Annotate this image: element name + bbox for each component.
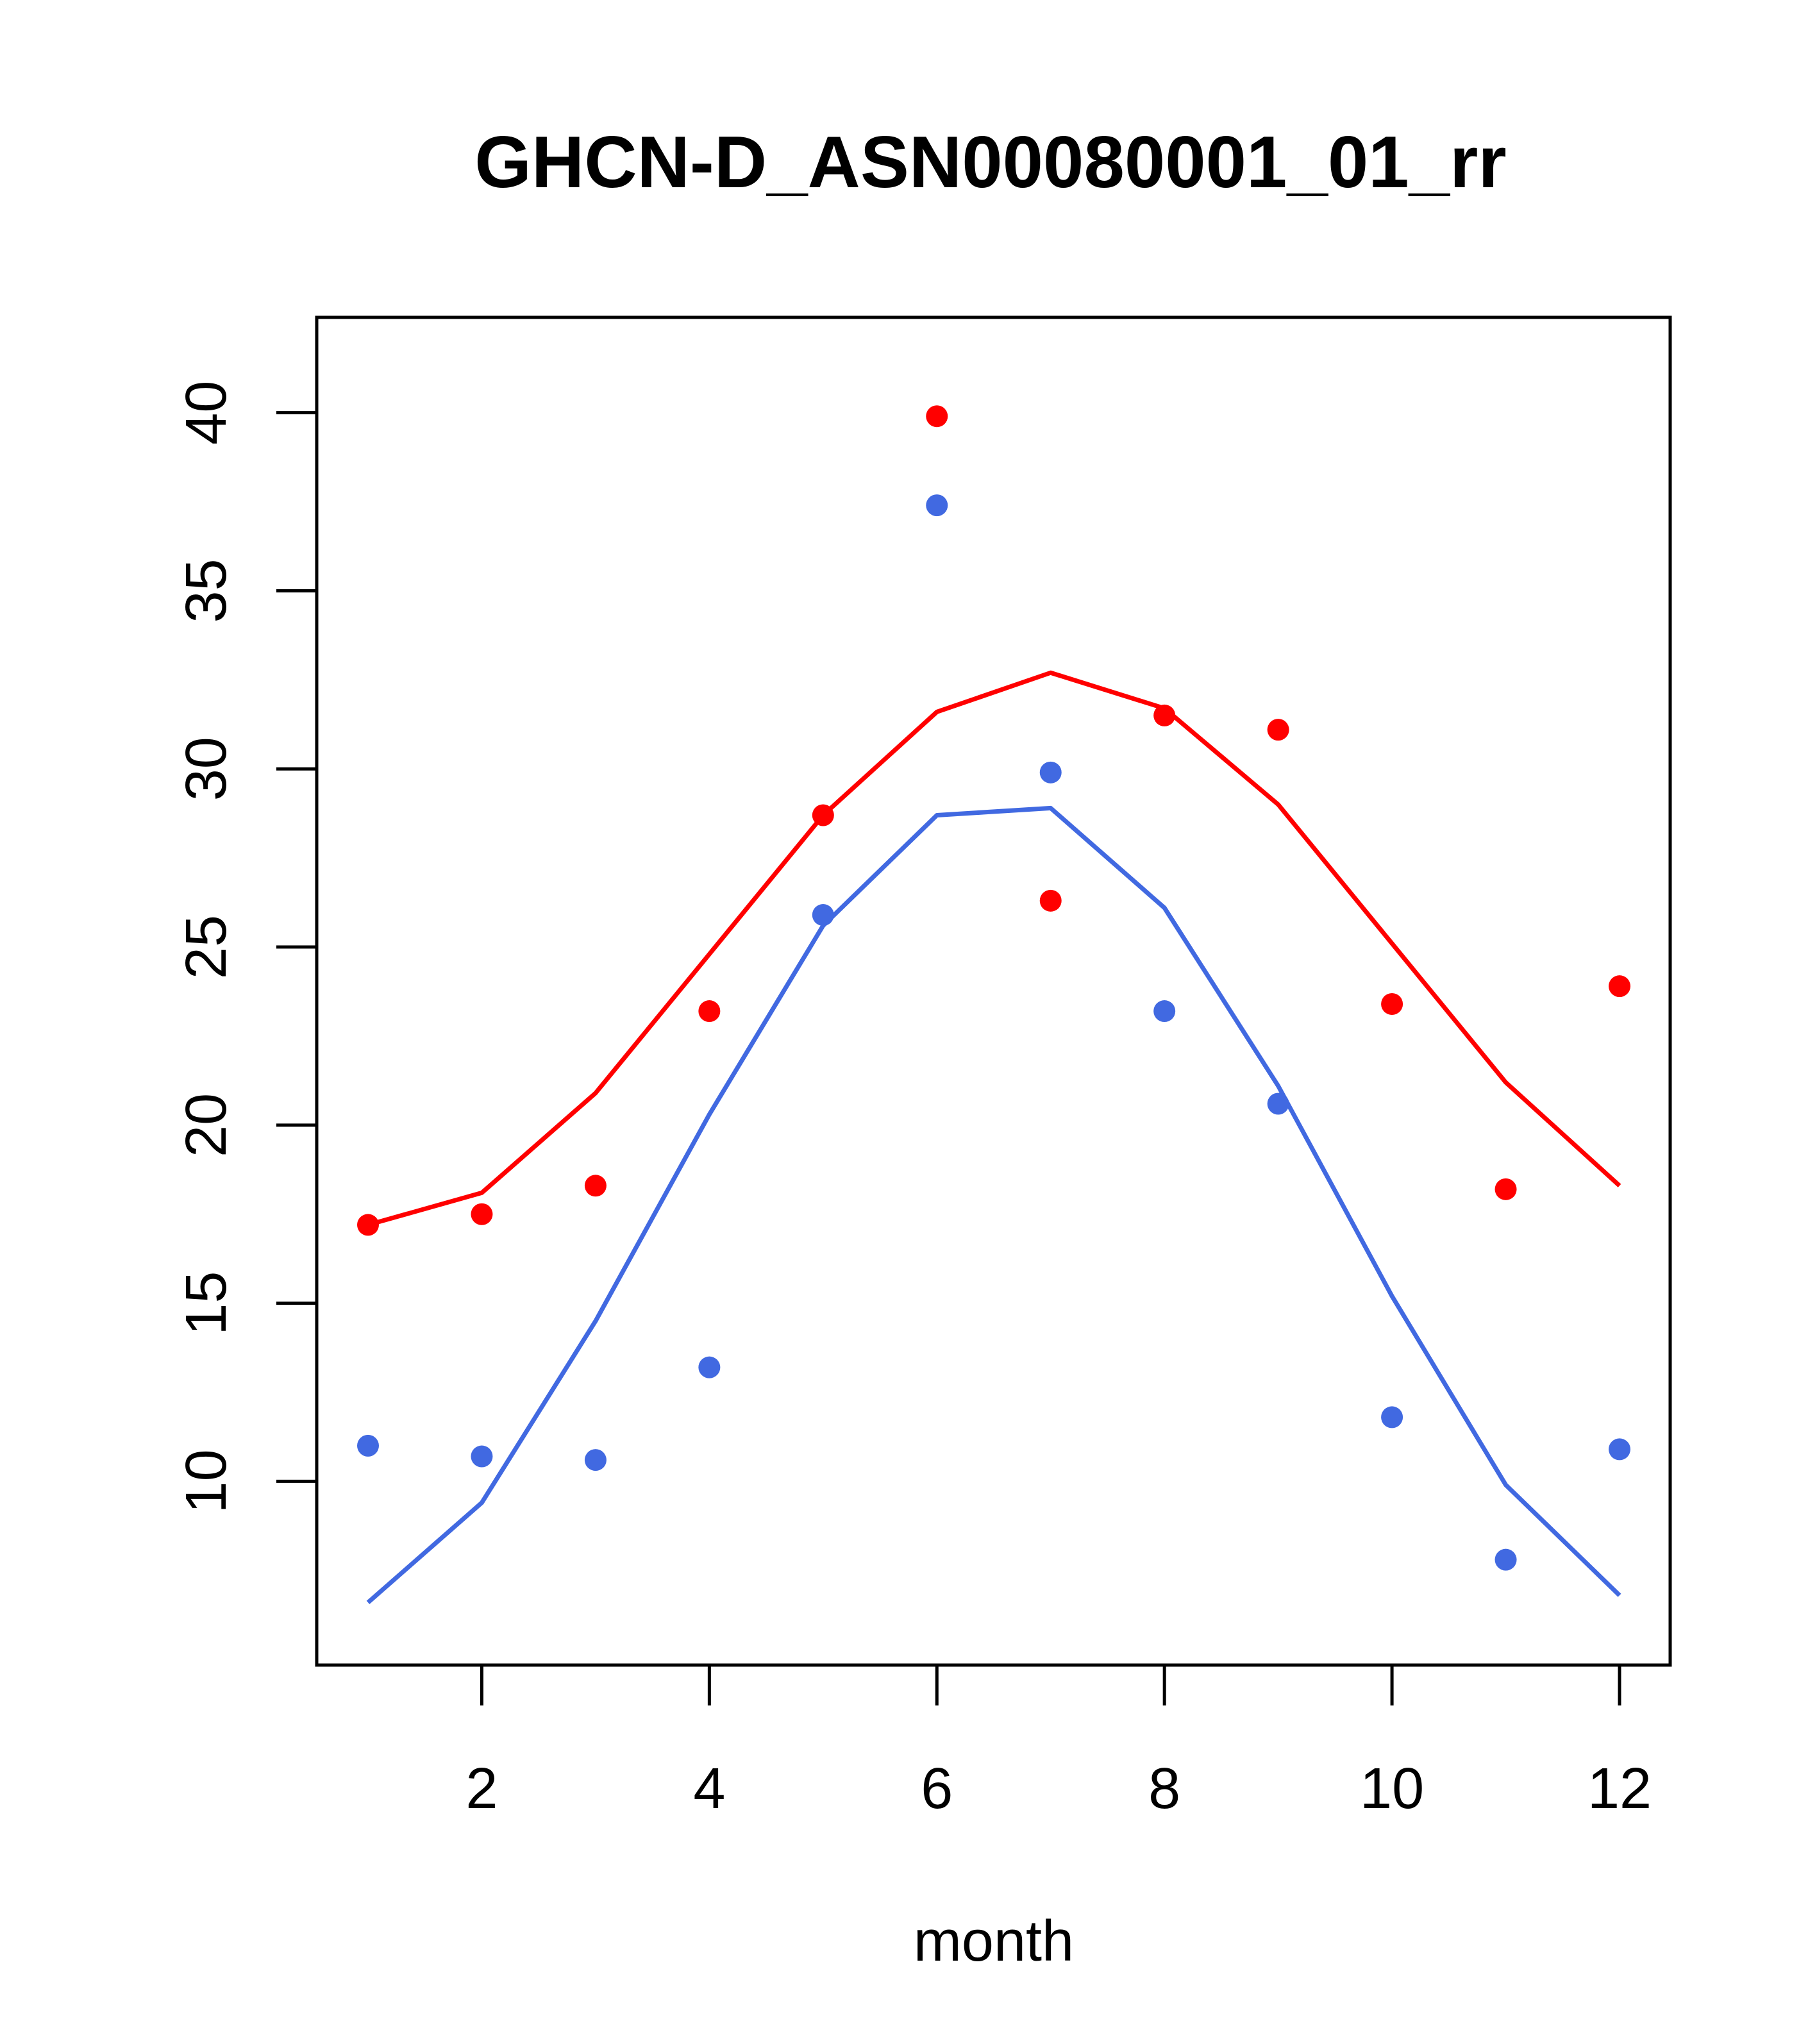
y-tick-label: 20 — [174, 1093, 239, 1157]
data-point — [471, 1203, 493, 1225]
x-axis-label: month — [914, 1909, 1074, 1973]
series-line — [367, 670, 1621, 1227]
data-point — [357, 1434, 379, 1457]
data-point — [584, 1449, 607, 1471]
series-points — [357, 405, 1630, 1571]
series-line — [366, 805, 1621, 1604]
y-tick-label: 35 — [174, 558, 239, 623]
y-tick-label: 10 — [174, 1449, 239, 1513]
x-tick-label: 2 — [465, 1757, 498, 1821]
y-tick-label: 25 — [174, 915, 239, 979]
data-point — [1609, 1438, 1630, 1461]
x-tick-label: 4 — [693, 1757, 725, 1821]
series-lines — [366, 670, 1621, 1604]
x-tick-label: 12 — [1587, 1757, 1652, 1821]
y-tick-label: 40 — [174, 381, 239, 445]
data-point — [1381, 993, 1403, 1015]
data-point — [1495, 1178, 1517, 1200]
data-point — [584, 1175, 607, 1197]
data-point — [471, 1445, 493, 1468]
data-point — [1267, 719, 1289, 741]
data-point — [1609, 975, 1630, 998]
x-tick-label: 8 — [1148, 1757, 1180, 1821]
data-point — [926, 405, 948, 428]
chart-title: GHCN-D_ASN00080001_01_rr — [474, 122, 1507, 203]
data-point — [357, 1214, 379, 1236]
data-point — [926, 494, 948, 517]
x-tick-label: 6 — [921, 1757, 953, 1821]
y-tick-label: 15 — [174, 1271, 239, 1336]
data-point — [812, 904, 834, 926]
data-point — [698, 1000, 721, 1023]
data-point — [1495, 1548, 1517, 1571]
data-point — [698, 1356, 721, 1378]
x-tick-label: 10 — [1360, 1757, 1424, 1821]
data-point — [812, 804, 834, 826]
x-axis: 2 4 6 8 10 12 — [465, 1663, 1652, 1821]
plot-frame — [315, 315, 1672, 1667]
data-point — [1039, 889, 1062, 912]
data-point — [1153, 704, 1176, 726]
data-point — [1267, 1093, 1289, 1115]
data-point — [1039, 761, 1062, 783]
y-tick-label: 30 — [174, 737, 239, 801]
data-point — [1381, 1406, 1403, 1428]
y-axis: 10 15 20 25 30 35 40 — [174, 381, 319, 1513]
data-point — [1153, 1000, 1176, 1023]
